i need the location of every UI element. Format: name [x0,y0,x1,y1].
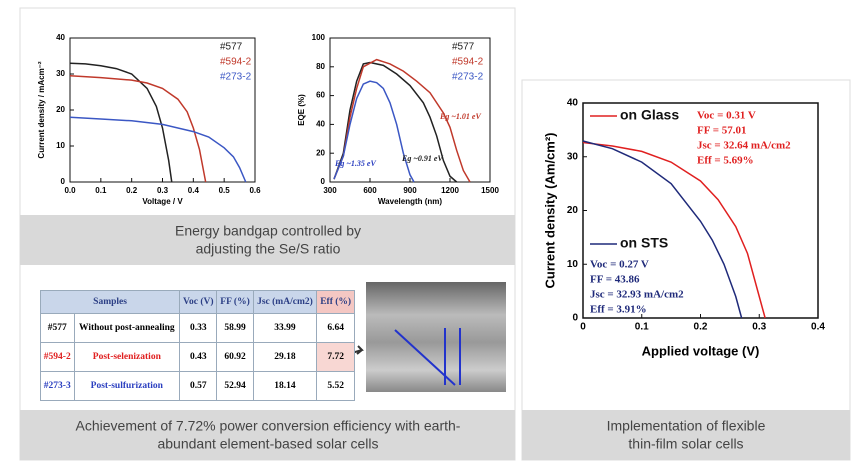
annotation: Eg ~1.01 eV [439,112,481,121]
caption: thin-film solar cells [628,436,743,452]
annotation: Eff = 3.91% [590,304,647,316]
annotation: FF = 43.86 [590,274,640,286]
table-cell: 7.72 [317,343,355,372]
x-tick-label: 0.3 [752,322,766,333]
results-table: SamplesVoc (V)FF (%)Jsc (mA/cm2)Eff (%) … [40,290,355,401]
y-axis-label: Current density (Am/cm²) [542,132,557,288]
legend-label: #577 [452,42,475,53]
x-axis-label: Wavelength (nm) [378,197,442,206]
annotation: Eff = 5.69% [697,155,754,167]
legend-label: on STS [620,235,668,251]
table-cell: 0.43 [180,343,217,372]
header-cell: Samples [41,291,180,314]
tem-image [366,282,506,392]
table-row: #577Without post-annealing0.3358.9933.99… [41,314,355,343]
series-line [70,76,206,182]
y-tick-label: 100 [312,33,326,42]
annotation: Voc = 0.27 V [590,259,649,271]
y-tick-label: 10 [56,141,65,150]
y-tick-label: 20 [56,105,65,114]
annotation: FF = 57.01 [697,125,747,137]
y-tick-label: 0 [61,177,66,186]
y-tick-label: 60 [316,91,325,100]
x-tick-label: 1200 [441,186,459,195]
x-tick-label: 0.2 [694,322,708,333]
x-tick-label: 1500 [481,186,499,195]
table-cell: Without post-annealing [74,314,180,343]
table-cell: Post-selenization [74,343,180,372]
x-tick-label: 0.5 [219,186,231,195]
x-tick-label: 0 [580,322,586,333]
annotation: Jsc = 32.64 mA/cm2 [697,140,791,152]
annotation: Voc = 0.31 V [697,110,756,122]
annotation: Jsc = 32.93 mA/cm2 [590,289,684,301]
header-cell: Voc (V) [180,291,217,314]
table-cell: 18.14 [253,372,317,401]
legend-label: #594-2 [220,57,252,68]
table-cell: Post-sulfurization [74,372,180,401]
caption: Achievement of 7.72% power conversion ef… [76,418,461,434]
table-cell: #577 [41,314,75,343]
table-cell: 0.57 [180,372,217,401]
y-tick-label: 30 [56,69,65,78]
table-row: #273-3Post-sulfurization0.5752.9418.145.… [41,372,355,401]
legend-label: #273-2 [452,72,484,83]
series-line [70,117,246,182]
legend-label: on Glass [620,107,679,123]
annotation: Eg ~1.35 eV [334,159,376,168]
x-tick-label: 600 [363,186,377,195]
table-cell: 6.64 [317,314,355,343]
table-cell: 58.99 [217,314,253,343]
table-cell: 0.33 [180,314,217,343]
y-axis-label: EQE (%) [297,94,306,126]
annotation: Eg ~0.91 eV [401,154,443,163]
header-cell: FF (%) [217,291,253,314]
x-tick-label: 0.6 [249,186,261,195]
x-tick-label: 0.1 [635,322,649,333]
legend-label: #577 [220,42,243,53]
x-tick-label: 900 [403,186,417,195]
x-tick-label: 0.0 [64,186,76,195]
x-tick-label: 0.1 [95,186,107,195]
series-line [70,63,172,182]
right-panel [522,80,850,460]
legend-label: #273-2 [220,72,252,83]
y-tick-label: 40 [56,33,65,42]
table-cell: #594-2 [41,343,75,372]
y-tick-label: 10 [567,259,579,270]
y-tick-label: 0 [321,177,326,186]
caption: adjusting the Se/S ratio [196,241,341,257]
y-axis-label: Current density / mAcm⁻² [37,61,46,158]
header-cell: Jsc (mA/cm2) [253,291,317,314]
y-tick-label: 40 [316,120,325,129]
caption: abundant element-based solar cells [157,436,378,452]
y-tick-label: 0 [572,313,578,324]
table-cell: #273-3 [41,372,75,401]
x-tick-label: 0.4 [811,322,825,333]
table-cell: 29.18 [253,343,317,372]
table-row: #594-2Post-selenization0.4360.9229.187.7… [41,343,355,372]
y-tick-label: 20 [316,148,325,157]
table-cell: 60.92 [217,343,253,372]
y-tick-label: 20 [567,205,579,216]
x-tick-label: 0.3 [157,186,169,195]
table-cell: 5.52 [317,372,355,401]
y-tick-label: 30 [567,151,579,162]
caption: Implementation of flexible [607,418,766,434]
x-axis-label: Applied voltage (V) [642,343,760,358]
header-cell: Eff (%) [317,291,355,314]
x-tick-label: 0.2 [126,186,138,195]
table-cell: 52.94 [217,372,253,401]
legend-label: #594-2 [452,57,484,68]
caption: Energy bandgap controlled by [175,223,361,239]
x-tick-label: 300 [323,186,337,195]
y-tick-label: 80 [316,62,325,71]
x-axis-label: Voltage / V [142,197,183,206]
y-tick-label: 40 [567,98,579,109]
x-tick-label: 0.4 [188,186,200,195]
table-cell: 33.99 [253,314,317,343]
